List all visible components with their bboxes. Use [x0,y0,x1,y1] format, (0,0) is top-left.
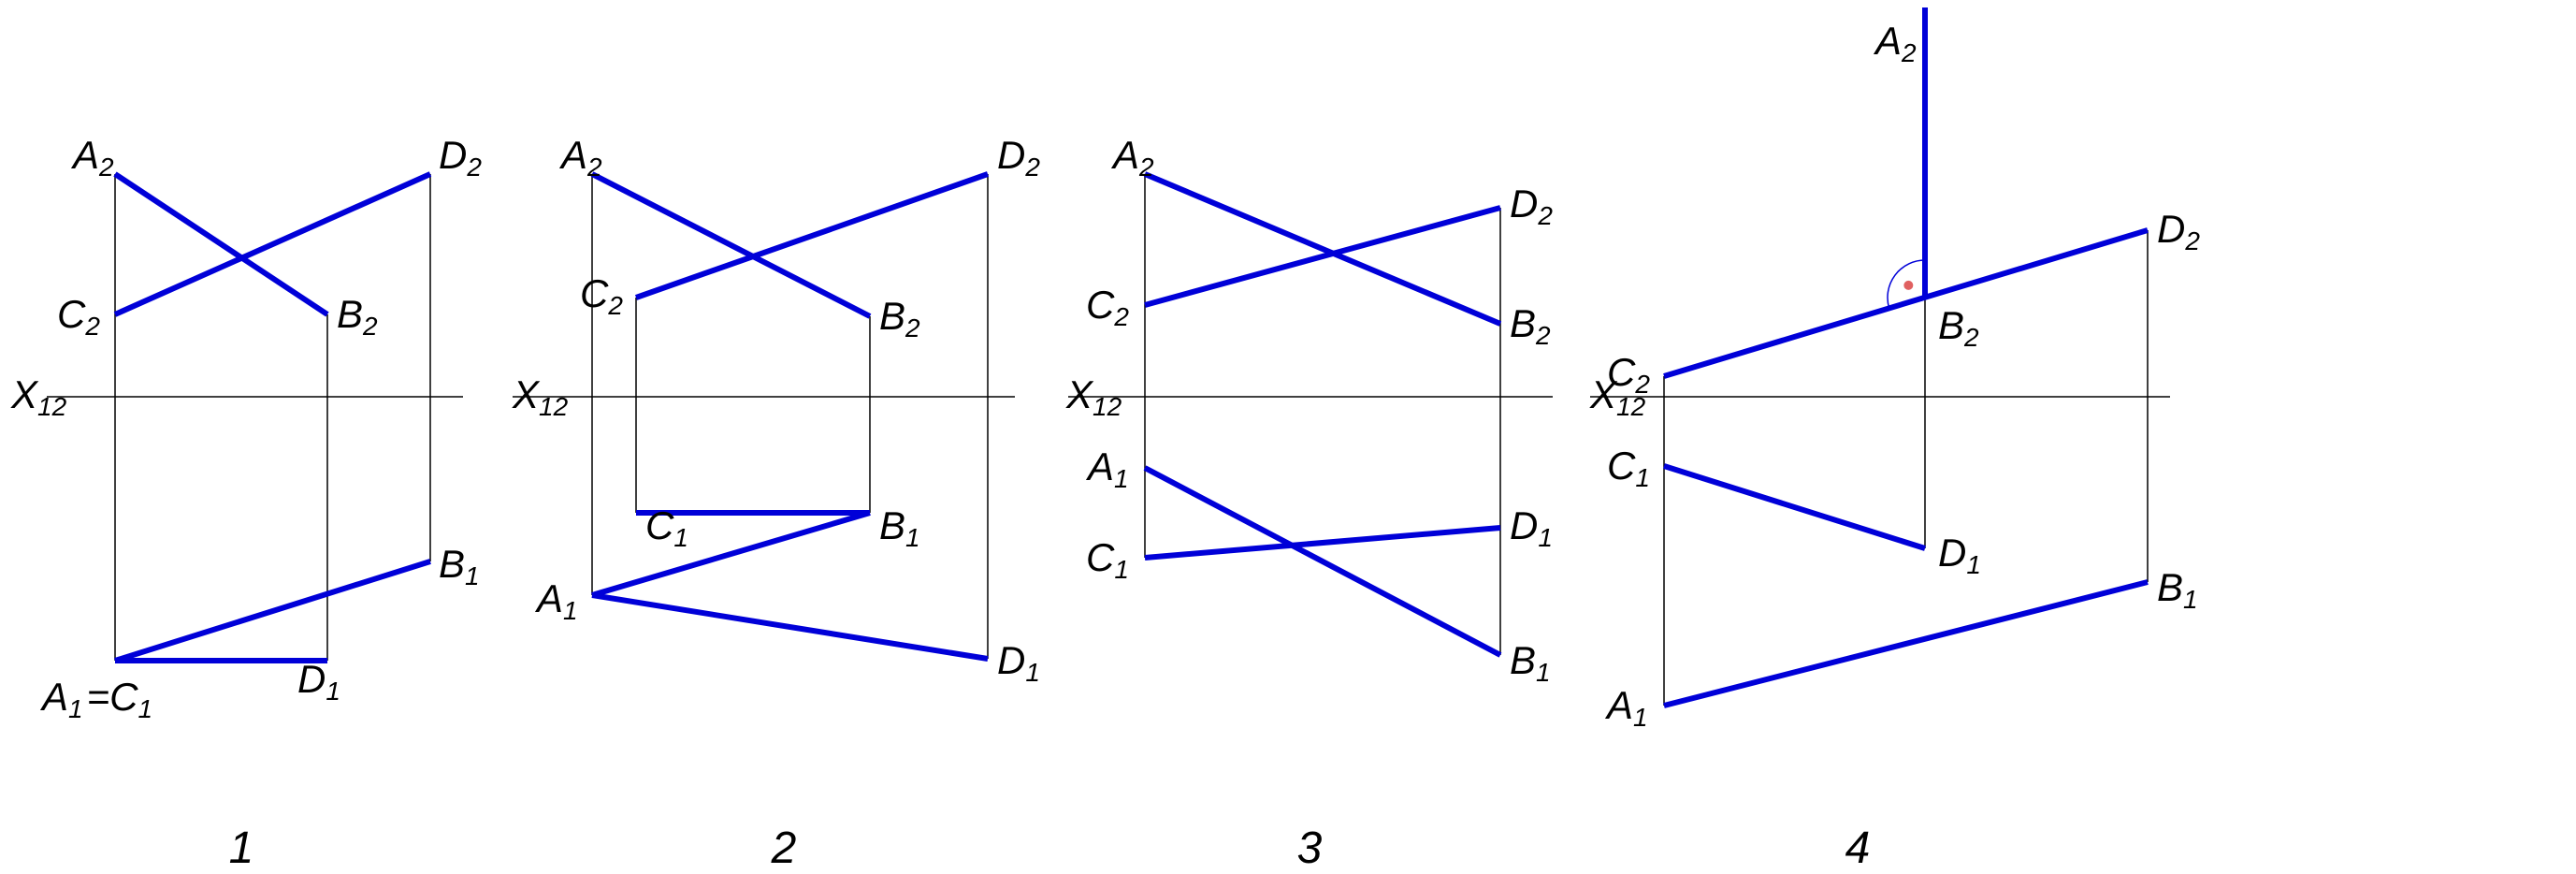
point-label: B2 [1938,303,1979,352]
point-label: D2 [997,133,1040,182]
point-label: A2 [558,133,602,182]
point-label: C2 [1086,283,1129,331]
point-label: A1=C1 [39,675,152,723]
segment-A2-B2 [115,174,327,314]
point-label: D2 [1510,182,1553,230]
x12-axis-label: X12 [512,372,569,421]
point-label: D1 [997,638,1040,687]
point-label: B1 [439,542,480,590]
diagram-canvas: X12 A2 D2 C2 B2 B1 D1 A1=C1 1 X12 A2 D2 C2 B2 C1 B1 A1 D1… [0,0,2576,874]
point-label: C2 [57,292,100,341]
figure-number: 2 [771,823,797,873]
point-label: B1 [1510,638,1551,687]
point-label: D2 [439,133,482,182]
point-label: A1 [534,576,578,625]
segment-A1C1-B1 [115,561,430,661]
segment-A2-B2 [592,174,870,316]
segment-C2-D2 [636,174,988,298]
segment-A1-B1 [592,513,870,595]
figure-number: 3 [1297,823,1323,873]
point-label: D1 [297,657,340,706]
point-label: B1 [2157,565,2198,614]
figure-3: X12 A2 D2 C2 B2 A1 D1 C1 B1 3 [1065,133,1553,873]
figure-4: X12A2D2B2C2C1D1B1A14 [1589,7,2200,873]
point-label: C2 [1607,350,1650,399]
segment-C2-D2 [1664,230,2148,376]
figure-number: 1 [229,823,254,873]
point-label: A2 [70,133,114,182]
x12-axis-label: X12 [1065,372,1122,421]
segment-C2-D2 [1145,208,1500,305]
x12-axis-label: X12 [10,372,67,421]
point-label: A1 [1085,444,1129,493]
point-label: A2 [1873,19,1917,67]
figure-1: X12 A2 D2 C2 B2 B1 D1 A1=C1 1 [10,133,482,873]
point-label: B2 [879,294,920,342]
segment-A1-B1 [1145,468,1500,655]
segment-A1-B1 [1664,582,2148,706]
point-label: D1 [1510,503,1553,552]
angle-dot [1903,281,1913,290]
figure-number: 4 [1845,823,1871,873]
segment-A2-B2 [1145,174,1500,324]
segment-C1-D1 [1145,528,1500,558]
point-label: C1 [1607,444,1650,492]
point-label: A2 [1110,133,1154,182]
point-label: D1 [1938,531,1981,579]
point-label: C1 [1086,535,1129,584]
point-label: D2 [2157,207,2200,255]
point-label: B1 [879,503,920,552]
segment-C1-D1 [1664,466,1925,548]
point-label: C2 [580,271,623,320]
point-label: A1 [1604,683,1648,732]
segment-C2-D2 [115,174,430,314]
figure-2: X12A2D2C2B2C1B1A1D12 [512,133,1040,873]
point-label: B2 [1510,301,1551,350]
point-label: B2 [337,292,378,341]
segment-A1-D1 [592,595,988,659]
